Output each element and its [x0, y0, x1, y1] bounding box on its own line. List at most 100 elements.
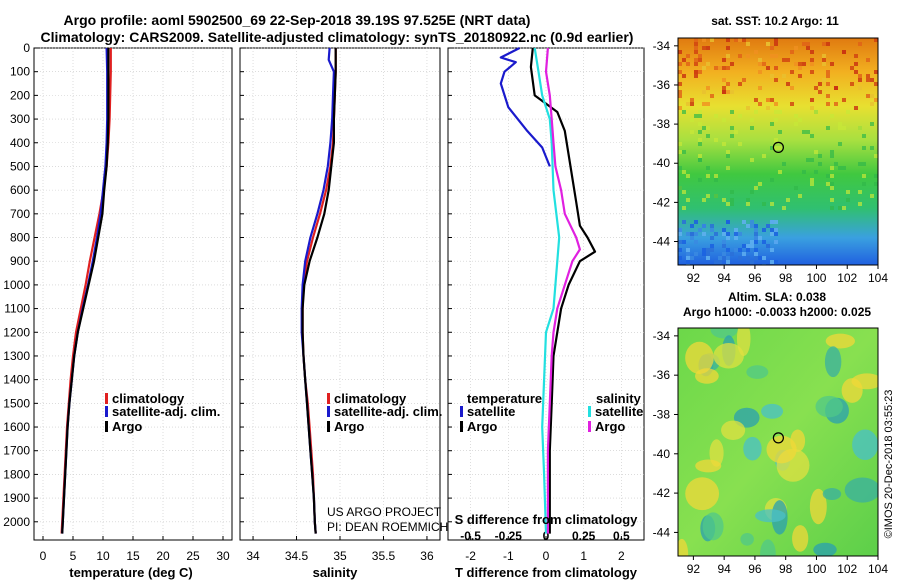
- sst-pixel: [678, 142, 682, 146]
- sst-pixel: [870, 94, 874, 98]
- sst-pixel: [862, 134, 866, 138]
- sst-pixel: [830, 206, 834, 210]
- sst-pixel: [742, 220, 746, 224]
- sst-pixel: [742, 252, 746, 256]
- sst-pixel: [706, 62, 710, 66]
- sst-pixel: [806, 130, 810, 134]
- sst-pixel: [714, 174, 718, 178]
- sst-pixel: [870, 146, 874, 150]
- sst-pixel: [782, 206, 786, 210]
- credit-project: US ARGO PROJECT: [327, 505, 442, 519]
- sst-pixel: [858, 42, 862, 46]
- sst-pixel: [798, 62, 802, 66]
- sst-pixel: [770, 178, 774, 182]
- sst-pixel: [802, 42, 806, 46]
- map-lat-label: -34: [653, 39, 671, 53]
- sst-pixel: [782, 58, 786, 62]
- sst-pixel: [802, 170, 806, 174]
- depth-tick-label: 1700: [3, 444, 30, 458]
- map-lon-label: 104: [868, 562, 888, 576]
- sst-pixel: [770, 220, 774, 224]
- sst-pixel: [786, 58, 790, 62]
- sst-pixel: [678, 106, 682, 110]
- sst-pixel-layer: [678, 38, 878, 265]
- sst-pixel: [722, 66, 726, 70]
- sst-pixel: [702, 90, 706, 94]
- sla-blob: [815, 395, 843, 418]
- grid-layer: [34, 47, 644, 540]
- x-tick-label: 35: [333, 549, 347, 563]
- sst-pixel: [726, 220, 730, 224]
- temperature-xlabel: temperature (deg C): [69, 565, 193, 580]
- sst-pixel: [798, 66, 802, 70]
- sst-pixel: [698, 142, 702, 146]
- sst-pixel: [858, 78, 862, 82]
- figure-title-line2: Climatology: CARS2009. Satellite-adjuste…: [41, 29, 634, 45]
- sst-pixel: [834, 102, 838, 106]
- sst-pixel: [734, 130, 738, 134]
- axis-layer: 0100200300400500600700800900100011001200…: [3, 41, 630, 563]
- sst-pixel: [698, 228, 702, 232]
- sst-pixel: [718, 66, 722, 70]
- figure-title-line1: Argo profile: aoml 5902500_69 22-Sep-201…: [64, 12, 531, 28]
- sst-pixel: [710, 236, 714, 240]
- series-line-difference-salinity-satellite: [533, 47, 561, 534]
- sst-pixel: [686, 198, 690, 202]
- sst-pixel: [802, 62, 806, 66]
- sst-pixel: [770, 202, 774, 206]
- legend-swatch-sal-argo: [588, 421, 591, 432]
- sst-pixel: [730, 190, 734, 194]
- sst-pixel: [806, 46, 810, 50]
- sla-blob-layer: [678, 328, 878, 556]
- sst-pixel: [694, 220, 698, 224]
- sst-pixel: [750, 244, 754, 248]
- depth-tick-label: 900: [10, 254, 30, 268]
- sst-pixel: [738, 232, 742, 236]
- sst-pixel: [846, 198, 850, 202]
- sst-pixel: [746, 202, 750, 206]
- sst-pixel: [678, 150, 682, 154]
- x-tick-label: 0: [543, 549, 550, 563]
- sst-pixel: [702, 102, 706, 106]
- sst-pixel: [774, 260, 778, 264]
- sst-pixel: [734, 236, 738, 240]
- depth-tick-label: 700: [10, 207, 30, 221]
- sst-pixel: [706, 102, 710, 106]
- sst-pixel: [770, 260, 774, 264]
- sst-pixel: [698, 58, 702, 62]
- sst-pixel: [722, 86, 726, 90]
- sst-pixel: [710, 224, 714, 228]
- sst-pixel: [786, 82, 790, 86]
- sst-pixel: [722, 142, 726, 146]
- sst-pixel: [810, 58, 814, 62]
- sst-pixel: [746, 54, 750, 58]
- sst-pixel: [830, 182, 834, 186]
- sst-pixel: [690, 232, 694, 236]
- temperature-legend: climatology satellite-adj. clim. Argo: [105, 391, 220, 434]
- depth-tick-label: 1000: [3, 278, 30, 292]
- legend-swatch-temp-argo: [460, 421, 463, 432]
- sst-pixel: [730, 62, 734, 66]
- sla-blob: [844, 477, 878, 503]
- sst-pixel: [758, 256, 762, 260]
- map-lon-label: 102: [837, 562, 857, 576]
- sst-pixel: [762, 256, 766, 260]
- sst-pixel: [854, 62, 858, 66]
- sst-pixel: [826, 82, 830, 86]
- depth-tick-label: 1600: [3, 420, 30, 434]
- sst-pixel: [726, 248, 730, 252]
- sst-pixel: [698, 122, 702, 126]
- sst-pixel: [730, 252, 734, 256]
- difference-legend: temperature satellite Argo salinity sate…: [460, 391, 643, 434]
- sst-pixel: [682, 58, 686, 62]
- sst-pixel: [818, 162, 822, 166]
- sla-blob: [721, 420, 746, 440]
- sst-pixel: [738, 256, 742, 260]
- sla-blob: [695, 368, 719, 384]
- sst-pixel: [758, 58, 762, 62]
- sst-pixel: [678, 90, 682, 94]
- s-diff-tick-label: -0.5: [460, 529, 481, 543]
- sst-pixel: [810, 178, 814, 182]
- sst-pixel: [694, 74, 698, 78]
